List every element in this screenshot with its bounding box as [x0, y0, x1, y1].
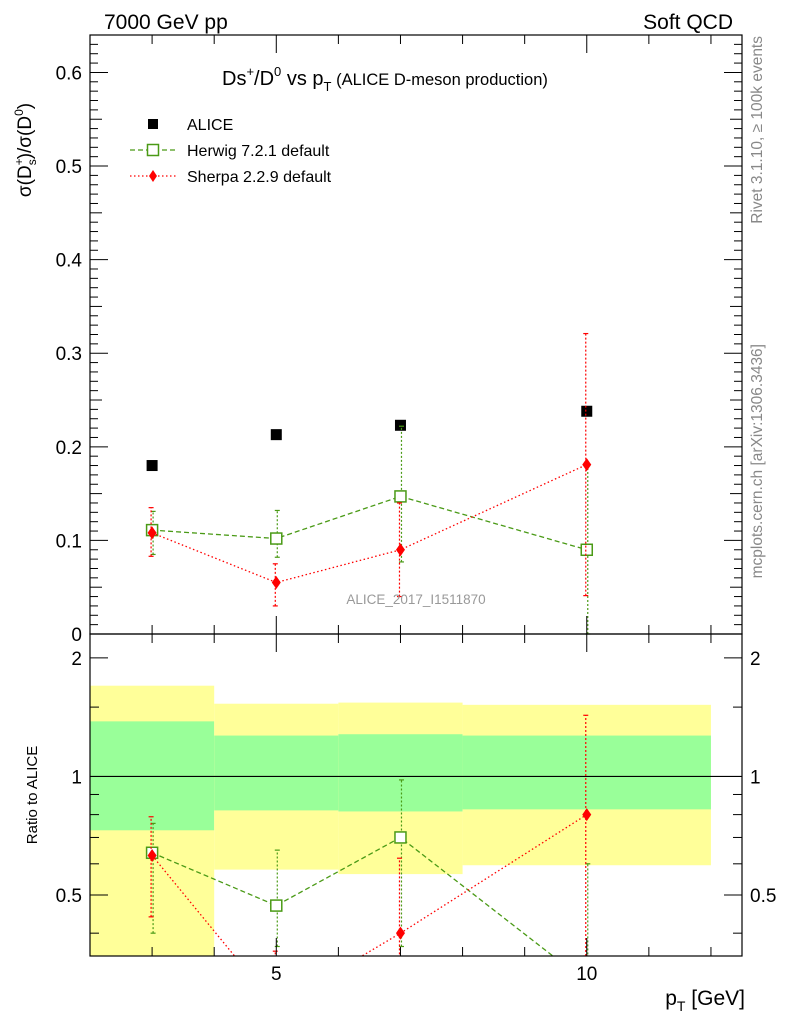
- header-right: Soft QCD: [643, 11, 733, 34]
- legend-marker-alice: [148, 119, 158, 129]
- main-markers: [145, 332, 594, 635]
- herwig-ratio-line: [151, 836, 554, 956]
- sherpa-ratio-point: [147, 848, 157, 862]
- alice-point: [270, 429, 282, 441]
- ratio-y-tick-label-right: 2: [750, 649, 761, 670]
- y-tick-label: 0.5: [56, 157, 82, 178]
- sherpa-ratio-point: [582, 808, 592, 822]
- alice-point: [146, 460, 158, 472]
- x-tick-label: 5: [271, 964, 282, 985]
- ratio-markers: [145, 714, 592, 1013]
- ratio-band-inner: [462, 735, 711, 810]
- herwig-ratio-point: [394, 831, 407, 844]
- sherpa-ratio-point: [395, 926, 405, 940]
- y-tick-label: 0.6: [56, 63, 82, 84]
- sherpa-point: [147, 526, 157, 540]
- y-tick-label: 0.4: [56, 251, 83, 272]
- ratio-y-tick-label: 1: [71, 767, 82, 788]
- ratio-ticks: 5 10 0.5 0.5 1 1 2 2: [56, 634, 776, 985]
- legend-label-alice: ALICE: [187, 117, 233, 134]
- main-ticks: 0 0.1 0.2 0.3 0.4 0.5 0.6: [56, 34, 742, 646]
- header-left: 7000 GeV pp: [104, 11, 228, 34]
- legend-label-herwig: Herwig 7.2.1 default: [187, 143, 330, 160]
- herwig-point: [580, 543, 594, 557]
- ratio-y-tick-label: 0.5: [56, 886, 82, 907]
- ratio-bands: [90, 685, 742, 956]
- herwig-ratio-point: [270, 899, 283, 912]
- chart-title: Ds+/D0 vs pT (ALICE D-meson production): [222, 64, 548, 94]
- alice-point: [581, 405, 593, 417]
- legend: ALICE Herwig 7.2.1 default Sherpa 2.2.9 …: [130, 117, 332, 186]
- herwig-point: [270, 532, 283, 545]
- ratio-y-tick-label: 2: [71, 649, 82, 670]
- analysis-watermark: ALICE_2017_I1511870: [346, 592, 485, 607]
- rivet-label: Rivet 3.1.10, ≥ 100k events: [749, 36, 766, 224]
- ratio-panel: 5 10 0.5 0.5 1 1 2 2 Ratio to ALICE: [24, 633, 776, 1013]
- ratio-frame: [89, 633, 743, 957]
- main-panel: 0 0.1 0.2 0.3 0.4 0.5 0.6 Ds+/D0 vs pT (ALICE …: [12, 34, 743, 646]
- y-tick-label: 0: [71, 625, 82, 646]
- ratio-band-inner: [338, 734, 463, 812]
- sherpa-point: [271, 576, 281, 590]
- ratio-y-tick-label-right: 0.5: [750, 886, 776, 907]
- x-tick-label: 10: [576, 964, 597, 985]
- ratio-y-tick-label-right: 1: [750, 767, 761, 788]
- mcplots-label: mcplots.cern.ch [arXiv:1306.3436]: [749, 344, 766, 578]
- x-axis-label: pT [GeV]: [665, 987, 745, 1014]
- legend-marker-herwig: [146, 143, 160, 157]
- alice-point: [394, 419, 406, 431]
- y-tick-label: 0.2: [56, 438, 82, 459]
- legend-marker-sherpa: [149, 170, 157, 182]
- legend-label-sherpa: Sherpa 2.2.9 default: [187, 169, 332, 186]
- ratio-band-inner: [214, 735, 339, 811]
- herwig-line: [152, 495, 587, 551]
- sherpa-line: [151, 464, 588, 584]
- y-tick-label: 0.1: [56, 531, 82, 552]
- sherpa-point: [582, 458, 592, 472]
- y-tick-label: 0.3: [56, 344, 82, 365]
- sherpa-ratio-point: [272, 1000, 281, 1013]
- y-axis-label: σ(D+s)/σ(D0): [12, 103, 39, 197]
- ratio-y-label: Ratio to ALICE: [24, 746, 41, 844]
- sherpa-point: [395, 543, 405, 557]
- ratio-band-inner: [90, 721, 215, 831]
- herwig-point: [394, 490, 407, 503]
